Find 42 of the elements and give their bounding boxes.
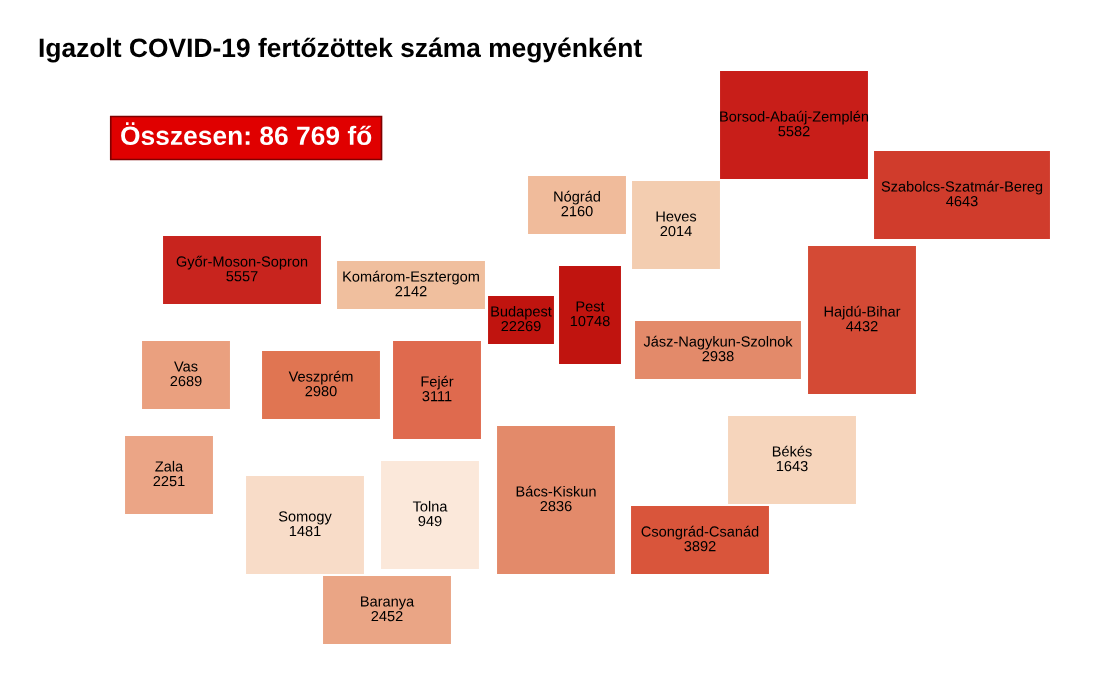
category-label: Békés [772,445,812,457]
data-label: 2251 [153,475,185,487]
data-label: 2452 [371,610,403,622]
category-label: Bács-Kiskun [516,485,596,497]
category-label: Vas [174,361,198,372]
category-label: Veszprém [288,370,353,385]
data-label: 2142 [395,286,427,297]
data-label: 5582 [778,126,810,137]
data-label: 1643 [776,460,808,472]
text: Összesen: 86 769 fő [121,122,372,146]
data-label: 2938 [702,351,734,362]
category-label: Nógrád [554,190,600,205]
category-label: Hajdú-Bihar [824,305,901,320]
data-label: 4432 [846,321,878,332]
data-label: 2160 [561,206,593,217]
category-label: Zala [155,460,184,472]
data-label: 2689 [170,375,202,387]
data-label: 1481 [289,525,321,537]
category-label: Csongrád-Csanád [641,525,759,540]
data-label: 2014 [660,225,692,237]
data-label: 949 [418,515,442,527]
data-label: 2836 [540,500,572,512]
data-label: 5557 [226,271,258,282]
category-label: Jász-Nagykun-Szolnok [643,335,793,350]
category-label: Pest [576,301,605,312]
category-label: Somogy [278,511,332,525]
data-label: 4643 [946,196,978,207]
category-label: Fejér [421,375,454,390]
data-label: 2980 [305,386,337,397]
text: Igazolt COVID-19 fertőzöttek száma megyénként [39,37,642,63]
category-label: Győr-Moson-Sopron [176,255,308,270]
category-label: Heves [656,211,697,222]
data-label: 3111 [422,391,452,402]
category-label: Komárom-Esztergom [343,270,479,285]
data-label: 22269 [501,320,541,332]
data-label: 3892 [684,541,716,552]
category-label: Tolna [412,500,448,512]
category-label: Budapest [491,305,552,320]
category-label: Borsod-Abaúj-Zemplén [720,110,869,125]
category-label: Szabolcs-Szatmár-Bereg [881,180,1043,195]
data-label: 10748 [570,315,610,327]
category-label: Baranya [361,596,415,610]
